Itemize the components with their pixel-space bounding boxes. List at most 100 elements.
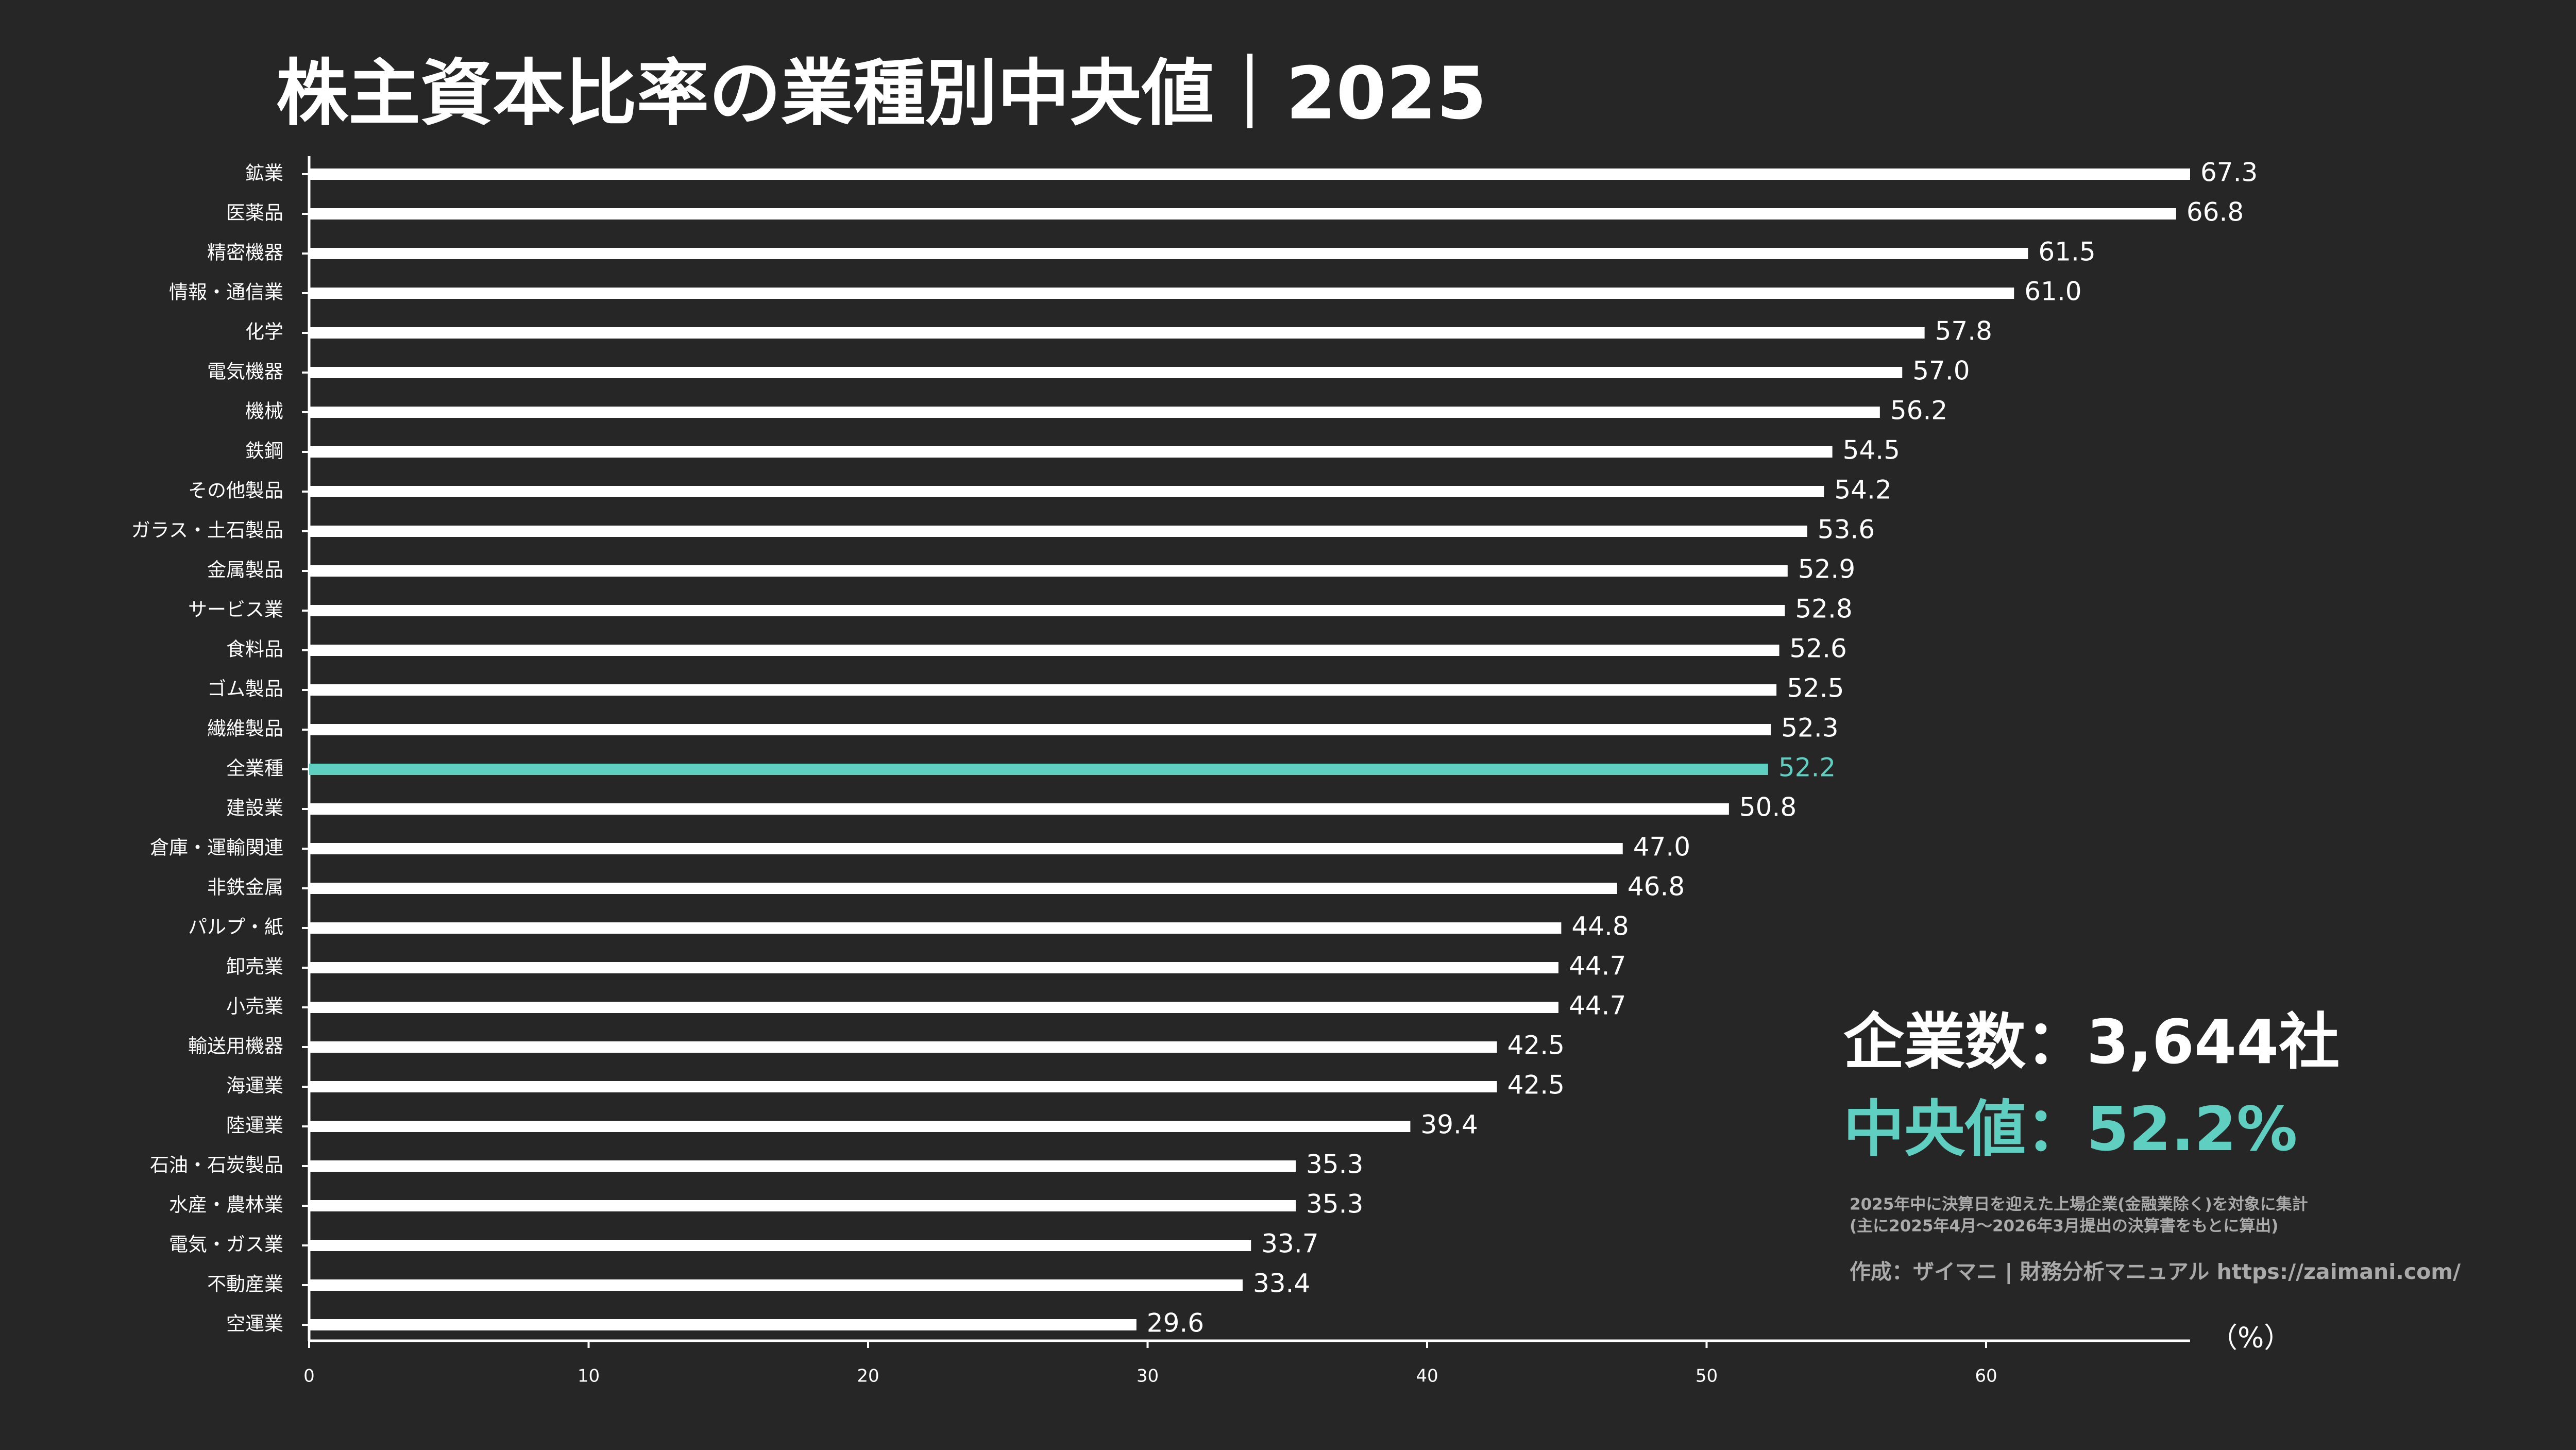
value-label: 39.4 <box>1420 1110 1478 1140</box>
y-tick-label: 金属製品 <box>207 559 283 581</box>
x-axis-label: （%） <box>2210 1322 2292 1354</box>
value-label: 66.8 <box>2187 197 2244 227</box>
y-tick-label: 建設業 <box>226 797 283 819</box>
x-tick-label: 60 <box>1975 1366 1997 1387</box>
y-tick-label: 水産・農林業 <box>169 1194 283 1216</box>
value-label: 61.5 <box>2038 237 2095 267</box>
company-count: 企業数：3,644社 <box>1843 1006 2340 1077</box>
note: 2025年中に決算日を迎えた上場企業(金融業除く)を対象に集計 <box>1850 1195 2308 1214</box>
bar <box>309 803 1729 815</box>
y-tick-label: 精密機器 <box>207 242 283 264</box>
value-label: 33.7 <box>1261 1229 1318 1259</box>
bar <box>309 764 1768 775</box>
y-tick-label: 電気・ガス業 <box>169 1234 283 1256</box>
value-label: 57.8 <box>1935 316 1992 346</box>
x-tick-label: 10 <box>578 1366 600 1387</box>
value-label: 52.8 <box>1795 594 1852 624</box>
bar <box>309 1240 1251 1251</box>
median-label: 中央値：52.2% <box>1843 1093 2297 1165</box>
value-label: 61.0 <box>2024 277 2081 307</box>
x-tick-label: 30 <box>1137 1366 1159 1387</box>
bar <box>309 1081 1497 1092</box>
value-label: 44.8 <box>1571 912 1629 941</box>
note: (主に2025年4月〜2026年3月提出の決算書をもとに算出) <box>1850 1217 2278 1236</box>
bar <box>309 446 1833 458</box>
bar <box>309 327 1925 339</box>
value-label: 54.2 <box>1834 475 1891 505</box>
bar <box>309 883 1617 894</box>
value-label: 42.5 <box>1507 1031 1565 1060</box>
x-tick-label: 40 <box>1416 1366 1438 1387</box>
bar <box>309 407 1880 418</box>
value-label: 35.3 <box>1306 1150 1363 1179</box>
y-tick-label: ゴム製品 <box>207 678 283 700</box>
x-tick-label: 20 <box>857 1366 879 1387</box>
bar <box>309 962 1558 973</box>
bar <box>309 724 1771 735</box>
y-tick-label: 石油・石炭製品 <box>150 1154 283 1176</box>
bar <box>309 1121 1411 1132</box>
value-label: 53.6 <box>1818 515 1875 545</box>
value-label: 56.2 <box>1890 396 1947 426</box>
value-label: 44.7 <box>1569 991 1626 1021</box>
y-tick-label: 輸送用機器 <box>188 1035 283 1057</box>
y-tick-label: 全業種 <box>226 757 283 780</box>
value-label: 35.3 <box>1306 1189 1363 1219</box>
value-label: 29.6 <box>1147 1308 1204 1338</box>
y-tick-label: 化学 <box>245 321 283 343</box>
y-tick-label: 電気機器 <box>207 361 283 383</box>
y-tick-label: 不動産業 <box>207 1273 283 1295</box>
value-label: 54.5 <box>1843 435 1900 465</box>
bar <box>309 645 1780 656</box>
y-tick-label: 陸運業 <box>226 1115 283 1137</box>
y-tick-label: 食料品 <box>226 638 283 661</box>
value-label: 46.8 <box>1628 872 1685 902</box>
value-label: 57.0 <box>1912 356 1970 386</box>
value-label: 47.0 <box>1633 832 1690 862</box>
y-tick-label: その他製品 <box>188 480 283 502</box>
bar <box>309 922 1562 934</box>
bar <box>309 486 1824 497</box>
x-tick-label: 50 <box>1696 1366 1718 1387</box>
value-label: 42.5 <box>1507 1070 1565 1100</box>
y-tick-label: 倉庫・運輸関連 <box>150 837 283 859</box>
bar <box>309 1002 1558 1013</box>
value-label: 52.2 <box>1778 753 1836 783</box>
bar <box>309 526 1807 537</box>
y-tick-label: 卸売業 <box>226 956 283 978</box>
y-tick-label: 空運業 <box>226 1313 283 1335</box>
value-label: 44.7 <box>1569 951 1626 981</box>
y-tick-label: サービス業 <box>188 599 283 621</box>
bar <box>309 168 2190 180</box>
bar <box>309 367 1903 378</box>
value-label: 50.8 <box>1739 793 1797 822</box>
y-tick-label: パルプ・紙 <box>188 916 283 938</box>
y-tick-label: 情報・通信業 <box>169 281 283 304</box>
value-label: 52.5 <box>1787 673 1844 703</box>
bar <box>309 288 2014 299</box>
bar <box>309 1041 1497 1053</box>
bar <box>309 1279 1243 1291</box>
value-label: 52.9 <box>1798 554 1855 584</box>
value-label: 33.4 <box>1253 1269 1310 1299</box>
y-tick-label: 鉱業 <box>245 162 283 184</box>
y-tick-label: 鉄鋼 <box>245 440 283 462</box>
value-label: 52.3 <box>1781 713 1838 743</box>
bar <box>309 1319 1137 1330</box>
bar <box>309 248 2028 259</box>
bar <box>309 565 1788 577</box>
credit: 作成：ザイマニ | 財務分析マニュアル https://zaimani.com/ <box>1850 1259 2461 1285</box>
y-tick-label: 小売業 <box>226 996 283 1018</box>
value-label: 67.3 <box>2200 158 2258 188</box>
y-tick-label: ガラス・土石製品 <box>131 519 283 542</box>
x-tick-label: 0 <box>303 1366 315 1387</box>
y-tick-label: 非鉄金属 <box>207 876 283 899</box>
y-tick-label: 機械 <box>245 400 283 423</box>
value-label: 52.6 <box>1790 634 1847 664</box>
bar <box>309 684 1777 696</box>
y-tick-label: 繊維製品 <box>207 718 283 740</box>
y-tick-label: 医薬品 <box>226 202 283 224</box>
bar <box>309 208 2176 220</box>
